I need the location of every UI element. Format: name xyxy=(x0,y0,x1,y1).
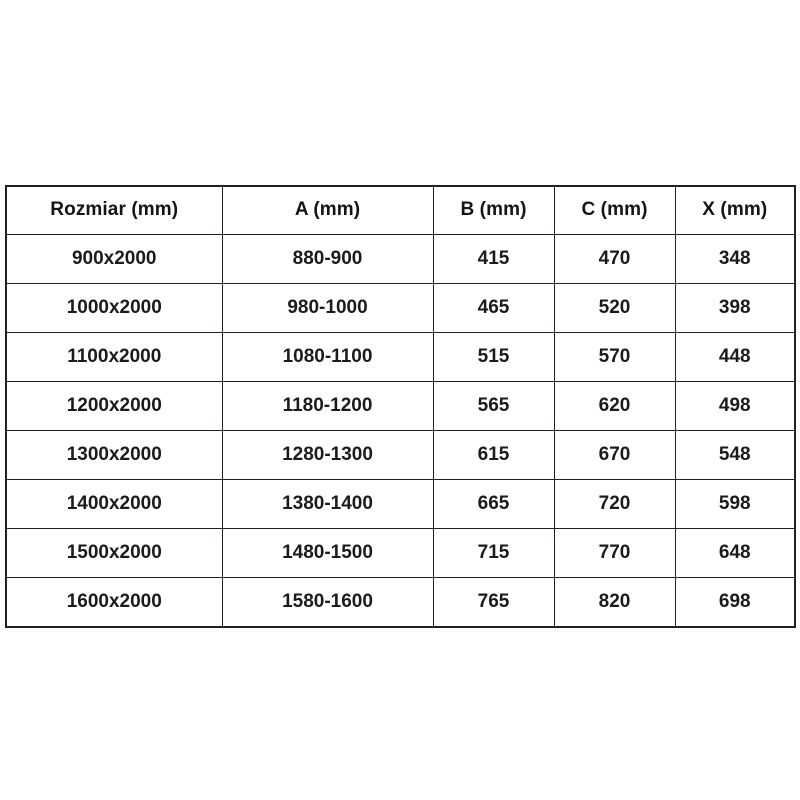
cell-size: 1500x2000 xyxy=(5,528,223,578)
cell-x: 498 xyxy=(674,381,796,431)
cell-c: 620 xyxy=(553,381,676,431)
table-row: 1000x2000 980-1000 465 520 398 xyxy=(5,283,796,333)
cell-b: 765 xyxy=(432,577,555,628)
cell-x: 698 xyxy=(674,577,796,628)
cell-c: 770 xyxy=(553,528,676,578)
table-row: 1500x2000 1480-1500 715 770 648 xyxy=(5,528,796,578)
cell-b: 665 xyxy=(432,479,555,529)
table-row: 1600x2000 1580-1600 765 820 698 xyxy=(5,577,796,628)
column-header-c: C (mm) xyxy=(553,185,676,235)
cell-x: 548 xyxy=(674,430,796,480)
cell-a: 1480-1500 xyxy=(221,528,434,578)
dimensions-table-container: Rozmiar (mm) A (mm) B (mm) C (mm) X (mm)… xyxy=(5,185,796,628)
column-header-x: X (mm) xyxy=(674,185,796,235)
cell-size: 1100x2000 xyxy=(5,332,223,382)
cell-b: 565 xyxy=(432,381,555,431)
cell-c: 670 xyxy=(553,430,676,480)
cell-x: 398 xyxy=(674,283,796,333)
column-header-size: Rozmiar (mm) xyxy=(5,185,223,235)
table-header: Rozmiar (mm) A (mm) B (mm) C (mm) X (mm) xyxy=(5,185,796,235)
cell-a: 1080-1100 xyxy=(221,332,434,382)
cell-a: 880-900 xyxy=(221,234,434,284)
cell-x: 648 xyxy=(674,528,796,578)
cell-size: 1000x2000 xyxy=(5,283,223,333)
table-header-row: Rozmiar (mm) A (mm) B (mm) C (mm) X (mm) xyxy=(5,185,796,235)
table-row: 1400x2000 1380-1400 665 720 598 xyxy=(5,479,796,529)
cell-a: 980-1000 xyxy=(221,283,434,333)
cell-size: 1600x2000 xyxy=(5,577,223,628)
table-row: 1200x2000 1180-1200 565 620 498 xyxy=(5,381,796,431)
cell-c: 720 xyxy=(553,479,676,529)
cell-size: 1400x2000 xyxy=(5,479,223,529)
column-header-b: B (mm) xyxy=(432,185,555,235)
cell-x: 598 xyxy=(674,479,796,529)
column-header-a: A (mm) xyxy=(221,185,434,235)
cell-a: 1280-1300 xyxy=(221,430,434,480)
cell-x: 448 xyxy=(674,332,796,382)
cell-size: 1200x2000 xyxy=(5,381,223,431)
cell-size: 900x2000 xyxy=(5,234,223,284)
shower-enclosure-dimensions-table: Rozmiar (mm) A (mm) B (mm) C (mm) X (mm)… xyxy=(5,185,796,628)
cell-a: 1580-1600 xyxy=(221,577,434,628)
table-row: 900x2000 880-900 415 470 348 xyxy=(5,234,796,284)
table-row: 1100x2000 1080-1100 515 570 448 xyxy=(5,332,796,382)
cell-a: 1180-1200 xyxy=(221,381,434,431)
cell-size: 1300x2000 xyxy=(5,430,223,480)
cell-b: 515 xyxy=(432,332,555,382)
cell-b: 415 xyxy=(432,234,555,284)
cell-a: 1380-1400 xyxy=(221,479,434,529)
cell-x: 348 xyxy=(674,234,796,284)
cell-b: 715 xyxy=(432,528,555,578)
cell-b: 615 xyxy=(432,430,555,480)
table-row: 1300x2000 1280-1300 615 670 548 xyxy=(5,430,796,480)
cell-c: 570 xyxy=(553,332,676,382)
cell-c: 820 xyxy=(553,577,676,628)
table-body: 900x2000 880-900 415 470 348 1000x2000 9… xyxy=(5,234,796,628)
cell-c: 470 xyxy=(553,234,676,284)
cell-c: 520 xyxy=(553,283,676,333)
cell-b: 465 xyxy=(432,283,555,333)
